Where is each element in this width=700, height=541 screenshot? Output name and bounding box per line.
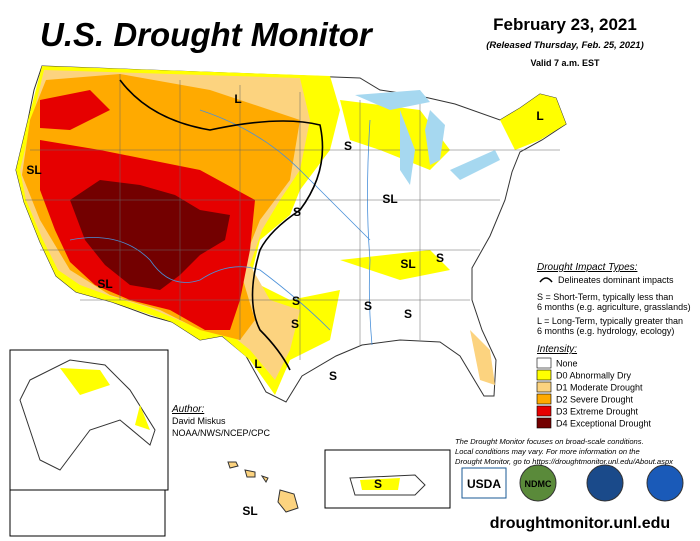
legend-label: D4 Exceptional Drought (556, 419, 652, 429)
author-org: NOAA/NWS/NCEP/CPC (172, 428, 271, 438)
legend-label: D2 Severe Drought (556, 395, 634, 405)
long-term: L = Long-Term, typically greater than (537, 316, 683, 326)
author-heading: Author: (171, 404, 204, 415)
legend-swatch (536, 357, 552, 369)
legend-swatch (536, 417, 552, 429)
impact-boundary (119, 79, 324, 371)
river (69, 237, 331, 331)
map-label: L (254, 357, 261, 371)
d0-area (340, 250, 450, 280)
valid-time: Valid 7 a.m. EST (530, 58, 600, 68)
map-label: S (293, 205, 301, 219)
great-lakes (355, 90, 500, 185)
map-label: L (234, 92, 241, 106)
impact-heading: Drought Impact Types: (537, 262, 638, 273)
map-label: S (404, 307, 412, 321)
impact-symbol (539, 277, 553, 283)
short-term: 6 months (e.g. agriculture, grasslands) (537, 302, 691, 312)
noaa-logo (646, 464, 684, 502)
map-label: SL (382, 192, 397, 206)
legend-swatch (536, 369, 552, 381)
logos (461, 464, 684, 502)
url: droughtmonitor.unl.edu (490, 515, 670, 532)
title: U.S. Drought Monitor (40, 16, 374, 53)
map-label: S (364, 299, 372, 313)
note: Local conditions may vary. For more info… (455, 447, 640, 456)
map-label: S (291, 317, 299, 331)
legend-label: D3 Extreme Drought (556, 407, 639, 417)
river (367, 119, 373, 346)
pr-dry (360, 478, 400, 490)
legend-label: D1 Moderate Drought (556, 383, 643, 393)
insets (9, 349, 451, 537)
map-label: S (292, 294, 300, 308)
legend-swatch (536, 381, 552, 393)
map-label: S (329, 369, 337, 383)
released-date: (Released Thursday, Feb. 25, 2021) (486, 40, 644, 51)
short-term: S = Short-Term, typically less than (537, 292, 673, 302)
note: Drought Monitor, go to https://droughtmo… (455, 457, 674, 466)
alaska-dry (60, 368, 150, 430)
usda-logo (461, 467, 507, 499)
map-label: SL (242, 504, 257, 518)
d1-area (470, 330, 495, 385)
legend-swatch (536, 405, 552, 417)
legend-swatch (536, 393, 552, 405)
hawaii (227, 461, 299, 513)
map (15, 65, 567, 403)
map-label: SL (26, 163, 41, 177)
map-label: S (374, 477, 382, 491)
inset-box (9, 489, 166, 537)
impact-line: Delineates dominant impacts (558, 275, 674, 285)
map-label: S (344, 139, 352, 153)
ndmc-text: NDMC (525, 479, 552, 489)
d0-area (340, 100, 450, 170)
ndmc-logo (519, 464, 557, 502)
intensity-heading: Intensity: (537, 344, 577, 355)
legend-label: None (556, 359, 578, 369)
date: February 23, 2021 (493, 15, 637, 34)
d4-area (70, 180, 230, 290)
doc-logo (586, 464, 624, 502)
author-name: David Miskus (172, 416, 226, 426)
map-label: S (436, 251, 444, 265)
long-term: 6 months (e.g. hydrology, ecology) (537, 326, 674, 336)
note: The Drought Monitor focuses on broad-sca… (455, 437, 644, 446)
d0-area (500, 94, 566, 150)
map-label: L (536, 109, 543, 123)
d3-area (40, 90, 110, 130)
usda-text: USDA (467, 477, 501, 491)
alaska-shape (19, 359, 156, 471)
legend-label: D0 Abnormally Dry (556, 371, 632, 381)
map-label: SL (97, 277, 112, 291)
map-label: SL (400, 257, 415, 271)
